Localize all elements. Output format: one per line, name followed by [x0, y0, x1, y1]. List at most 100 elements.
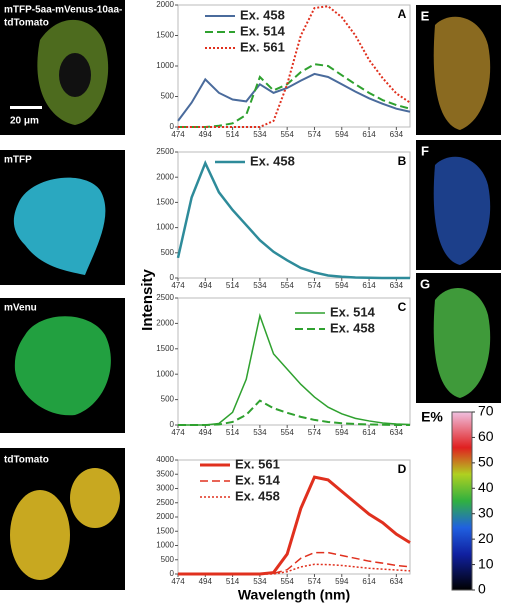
legend-label: Ex. 514 [240, 23, 286, 38]
x-tick-label: 574 [308, 428, 322, 437]
x-tick-label: 534 [253, 130, 267, 139]
colorbar-label: E% [421, 409, 443, 425]
x-tick-label: 534 [253, 281, 267, 290]
fret-image [416, 5, 501, 135]
colorbar-tick-label: 0 [478, 581, 486, 597]
x-axis-label: Wavelength (nm) [238, 587, 350, 603]
panel-letter: D [398, 462, 407, 476]
x-tick-label: 514 [226, 577, 240, 586]
plot-frame [177, 151, 411, 279]
y-tick-label: 2000 [156, 172, 174, 181]
x-tick-label: 534 [253, 577, 267, 586]
x-tick-label: 474 [171, 577, 185, 586]
x-tick-label: 474 [171, 281, 185, 290]
x-tick-label: 594 [335, 130, 349, 139]
plot-frame [177, 297, 411, 426]
spectrum-line [178, 563, 411, 575]
y-tick-label: 3500 [156, 469, 174, 478]
x-tick-label: 514 [226, 428, 240, 437]
y-tick-label: 500 [161, 395, 175, 404]
image-label: tdTomato [4, 18, 49, 29]
x-tick-label: 574 [308, 281, 322, 290]
x-tick-label: 474 [171, 130, 185, 139]
x-tick-label: 494 [199, 428, 213, 437]
image-panel [0, 298, 125, 433]
y-tick-label: 1000 [156, 541, 174, 550]
panel-letter: C [398, 300, 407, 314]
image-label: mTFP [4, 155, 32, 166]
spectrum-line [178, 399, 410, 426]
spectrum-line [178, 63, 411, 128]
x-tick-label: 614 [362, 281, 376, 290]
colorbar-tick-label: 70 [478, 403, 494, 419]
x-tick-label: 574 [308, 130, 322, 139]
fret-image [416, 140, 501, 270]
y-tick-label: 500 [161, 248, 175, 257]
x-tick-label: 554 [280, 577, 294, 586]
image-label: tdTomato [4, 455, 49, 466]
image-label: mTFP-5aa-mVenus-10aa- [4, 5, 122, 16]
y-tick-label: 1000 [156, 223, 174, 232]
spectrum-line [176, 159, 410, 280]
spectrum-line [178, 5, 411, 128]
fret-image [416, 273, 501, 403]
y-tick-label: 1500 [156, 198, 174, 207]
panel-letter: G [420, 276, 430, 291]
y-tick-label: 1000 [156, 61, 174, 70]
colorbar [451, 411, 473, 591]
x-tick-label: 594 [335, 577, 349, 586]
x-tick-label: 614 [362, 130, 376, 139]
y-tick-label: 1000 [156, 369, 174, 378]
scale-bar-label: 20 μm [10, 116, 39, 127]
y-tick-label: 2000 [156, 512, 174, 521]
x-tick-label: 634 [390, 130, 404, 139]
y-tick-label: 4000 [156, 455, 174, 464]
y-tick-label: 500 [161, 555, 175, 564]
x-tick-label: 514 [226, 130, 240, 139]
x-tick-label: 634 [390, 577, 404, 586]
panel-letter: A [398, 7, 407, 21]
legend-label: Ex. 561 [235, 456, 280, 471]
spectrum-line [178, 551, 411, 575]
legend-label: Ex. 458 [240, 7, 285, 22]
x-tick-label: 634 [390, 428, 404, 437]
y-tick-label: 0 [170, 122, 175, 131]
spectrum-line [177, 72, 411, 122]
x-tick-label: 554 [280, 281, 294, 290]
spectrum-line [178, 475, 411, 576]
x-tick-label: 614 [362, 428, 376, 437]
panel-letter: F [421, 143, 429, 158]
x-tick-label: 574 [308, 577, 322, 586]
x-tick-label: 594 [335, 281, 349, 290]
colorbar-tick-label: 50 [478, 454, 494, 470]
legend-label: Ex. 458 [235, 488, 280, 503]
colorbar-tick-label: 30 [478, 504, 494, 520]
y-tick-label: 2500 [156, 293, 174, 302]
colorbar-tick-label: 20 [478, 530, 494, 546]
colorbar-tick-label: 40 [478, 479, 494, 495]
y-tick-label: 0 [170, 273, 175, 282]
x-tick-label: 494 [199, 577, 213, 586]
legend-label: Ex. 561 [240, 39, 285, 54]
x-tick-label: 514 [226, 281, 240, 290]
y-tick-label: 1500 [156, 31, 174, 40]
x-tick-label: 474 [171, 428, 185, 437]
y-tick-label: 3000 [156, 484, 174, 493]
y-tick-label: 500 [161, 92, 175, 101]
x-tick-label: 534 [253, 428, 267, 437]
colorbar-tick-label: 60 [478, 428, 494, 444]
y-tick-label: 2500 [156, 147, 174, 156]
x-tick-label: 494 [199, 281, 213, 290]
y-axis-label: Intensity [139, 269, 156, 331]
y-tick-label: 1500 [156, 526, 174, 535]
x-tick-label: 554 [280, 428, 294, 437]
plot-frame [177, 4, 411, 128]
image-label: mVenu [4, 303, 37, 314]
x-tick-label: 634 [390, 281, 404, 290]
y-tick-label: 0 [170, 569, 175, 578]
spectrum-line [178, 313, 411, 426]
y-tick-label: 2000 [156, 0, 174, 9]
y-tick-label: 2000 [156, 319, 174, 328]
x-tick-label: 614 [362, 577, 376, 586]
